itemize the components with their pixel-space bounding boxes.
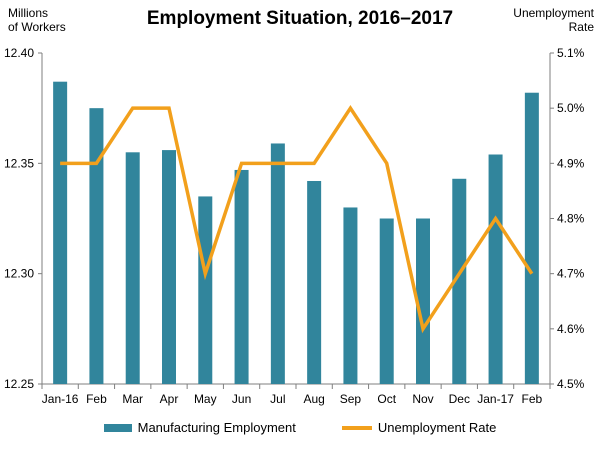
left-tick-label: 12.35 — [4, 156, 34, 170]
left-tick-label: 12.30 — [4, 267, 34, 281]
legend-item-unemployment: Unemployment Rate — [341, 420, 497, 435]
right-tick-label: 5.1% — [557, 46, 585, 60]
right-tick-label: 4.6% — [557, 322, 585, 336]
legend-item-manufacturing: Manufacturing Employment — [103, 420, 296, 435]
bar — [307, 180, 322, 384]
x-tick-label: May — [194, 392, 217, 406]
legend-swatch-bar — [103, 423, 132, 432]
bar — [343, 207, 358, 384]
bar — [270, 143, 285, 384]
right-tick-label: 4.5% — [557, 377, 585, 391]
left-tick-label: 12.40 — [4, 46, 34, 60]
left-axis-unit-label: Millions of Workers — [8, 6, 66, 34]
x-tick-label: Mar — [122, 392, 143, 406]
x-tick-label: Dec — [449, 392, 470, 406]
chart-title: Employment Situation, 2016–2017 — [146, 8, 454, 29]
bar — [125, 152, 140, 384]
chart-plot: 12.25 12.30 12.35 12.40 4.5% 4.6% 4.7% 4.8% 4.9%… — [4, 46, 585, 406]
bar — [452, 178, 467, 384]
bar — [198, 196, 213, 384]
bar — [379, 218, 394, 384]
right-tick-label: 4.9% — [557, 156, 585, 170]
x-tick-label: Sep — [340, 392, 362, 406]
bar — [162, 150, 176, 384]
bar — [89, 108, 104, 385]
x-tick-label: Feb — [86, 392, 107, 406]
bar — [488, 154, 503, 384]
x-tick-label: Feb — [522, 392, 543, 406]
legend-label-manufacturing: Manufacturing Employment — [137, 420, 296, 435]
x-tick-label: Oct — [377, 392, 396, 406]
right-tick-label: 4.7% — [557, 267, 585, 281]
x-tick-label: Jul — [270, 392, 285, 406]
legend-label-unemployment: Unemployment Rate — [377, 420, 497, 435]
bar — [416, 218, 430, 384]
x-tick-label: Jan-16 — [42, 392, 79, 406]
x-tick-label: Jun — [232, 392, 251, 406]
right-tick-label: 5.0% — [557, 101, 585, 115]
bar — [524, 92, 539, 384]
legend-swatch-line — [341, 425, 372, 430]
right-tick-label: 4.8% — [557, 212, 585, 226]
right-axis-unit-label: Unemployment Rate — [513, 6, 594, 34]
legend: Manufacturing Employment Unemployment Ra… — [0, 420, 600, 435]
unemployment-rate-line — [60, 104, 534, 334]
x-tick-label: Apr — [160, 392, 179, 406]
bar — [234, 169, 249, 384]
left-tick-label: 12.25 — [4, 377, 34, 391]
x-tick-label: Jan-17 — [477, 392, 514, 406]
x-tick-label: Aug — [303, 392, 324, 406]
x-tick-label: Nov — [412, 392, 433, 406]
bar — [53, 81, 68, 384]
